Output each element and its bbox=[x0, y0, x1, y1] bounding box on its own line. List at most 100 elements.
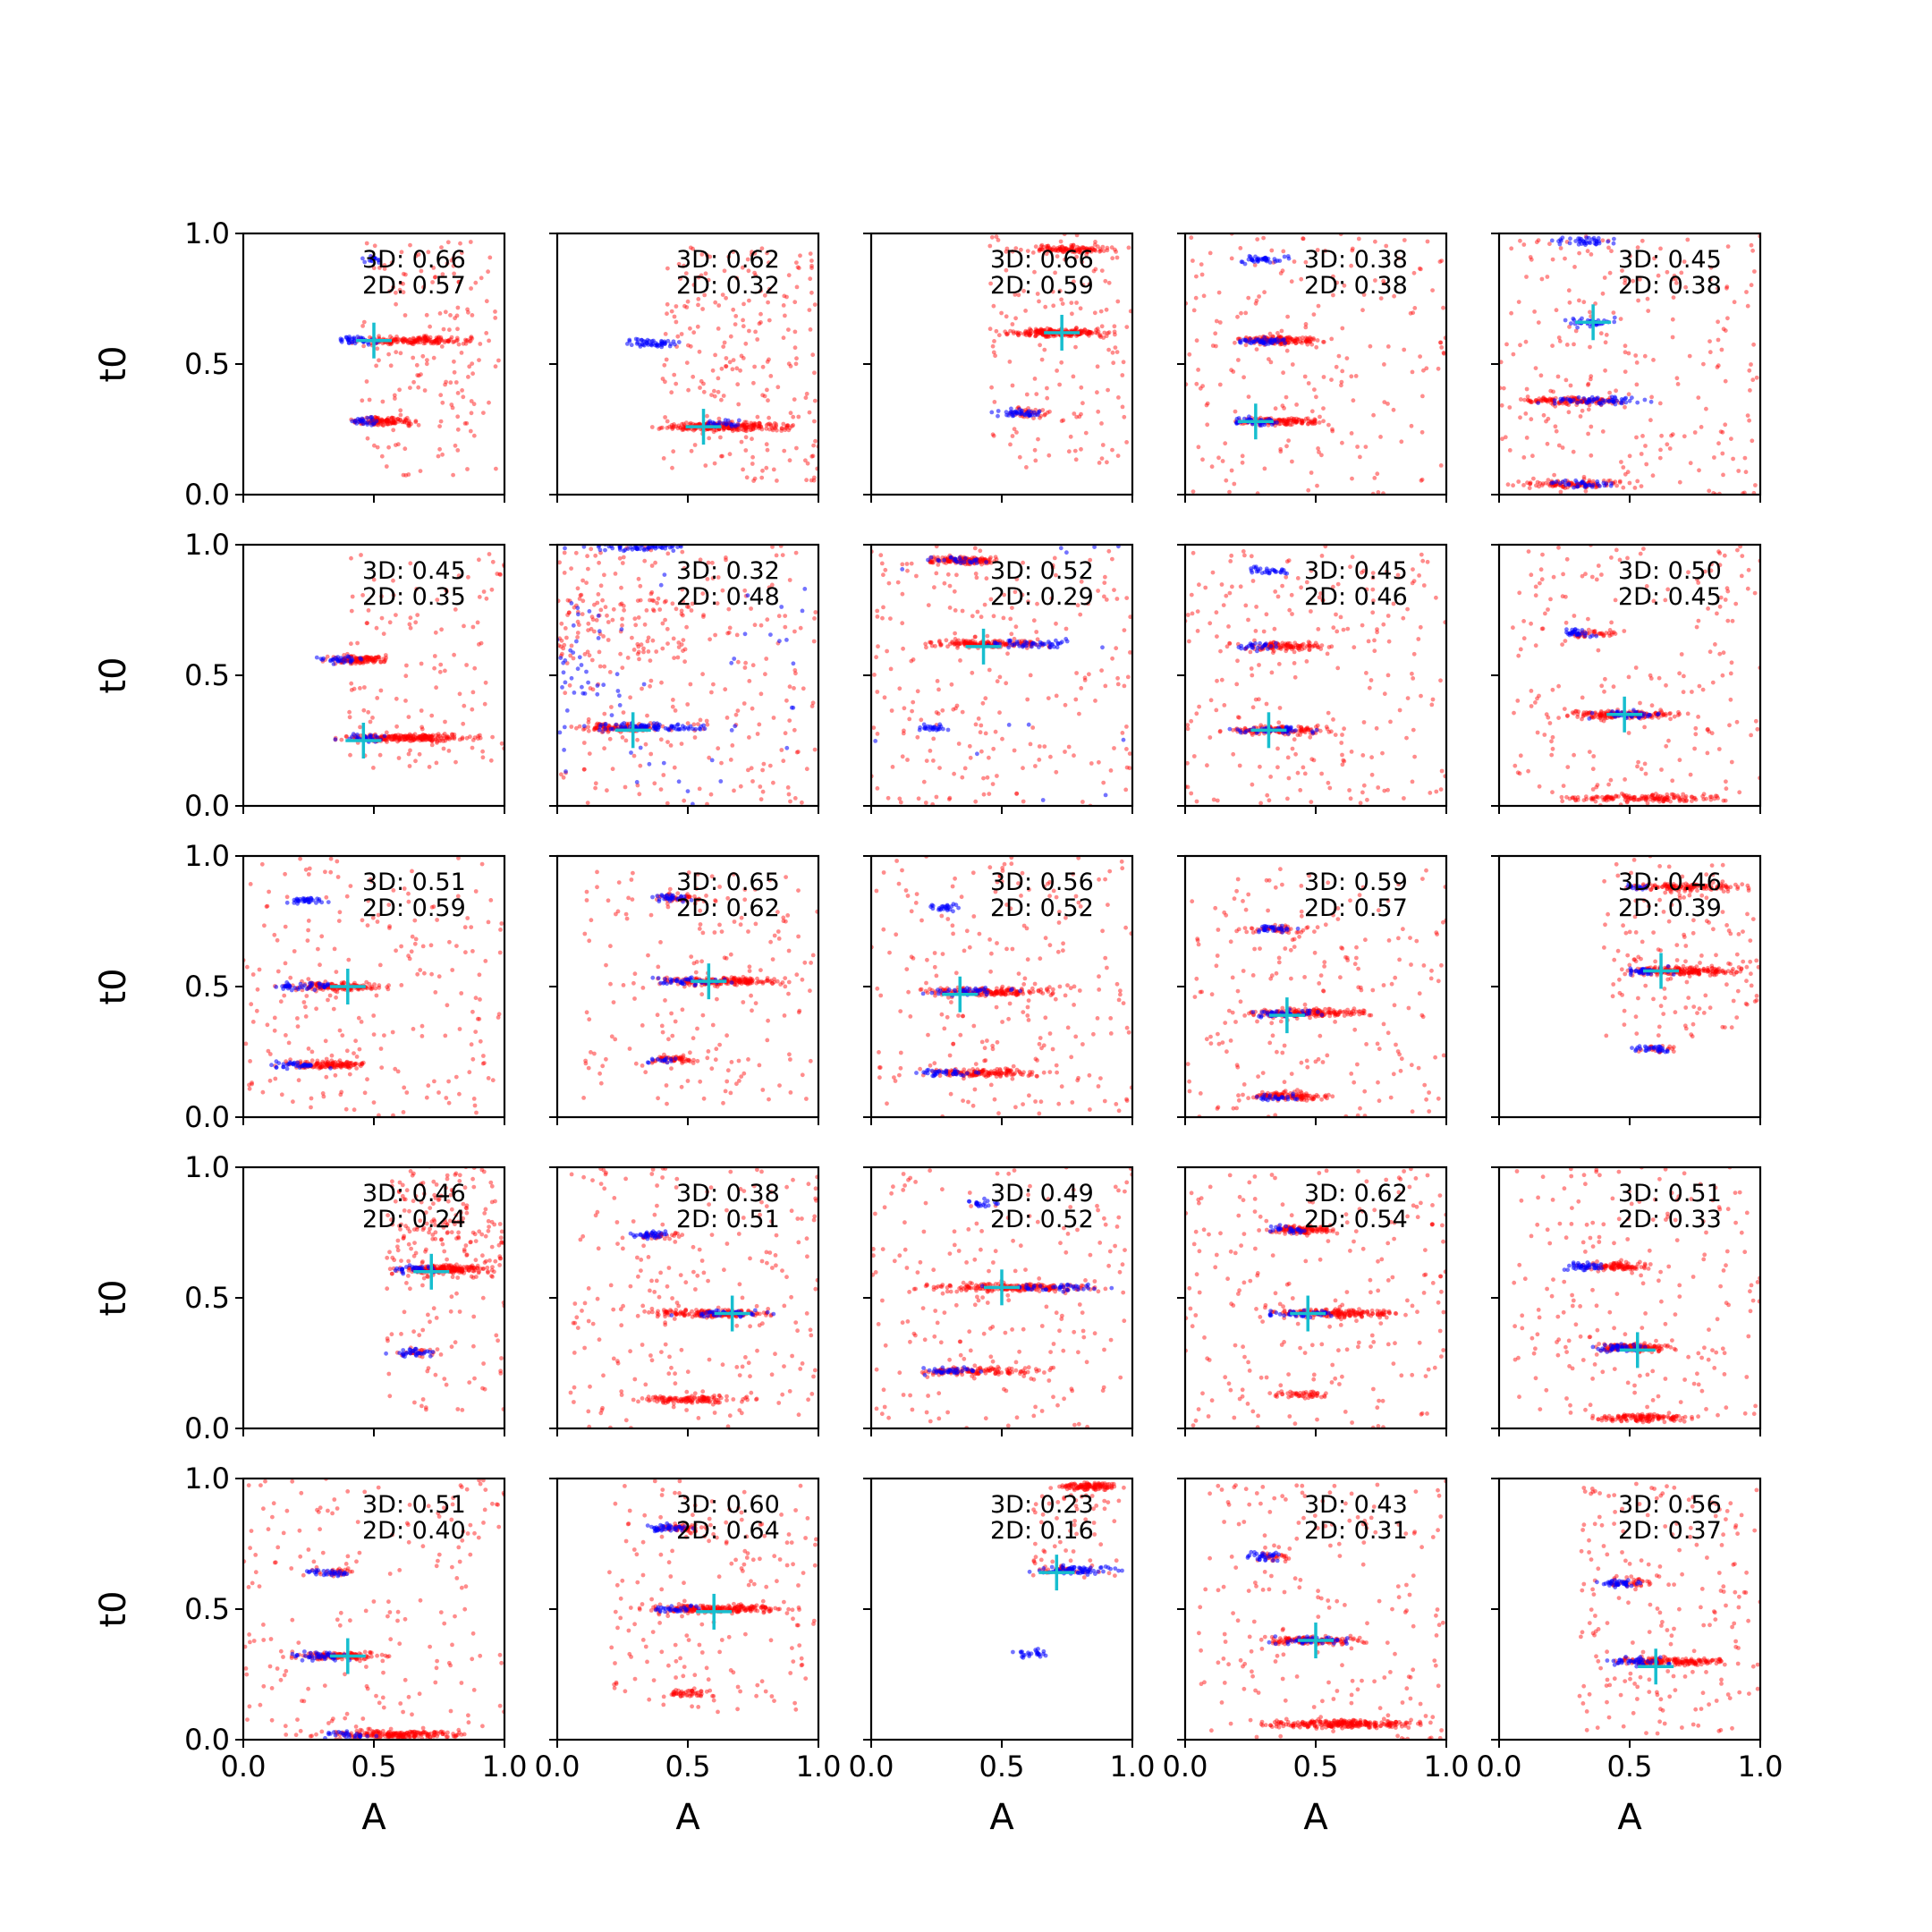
red-point bbox=[424, 737, 428, 742]
red-point bbox=[671, 698, 675, 702]
red-point bbox=[914, 573, 919, 579]
blue-point bbox=[936, 558, 942, 564]
red-point bbox=[724, 356, 729, 360]
red-point bbox=[929, 643, 935, 648]
red-point bbox=[1075, 249, 1080, 254]
red-point bbox=[393, 396, 397, 401]
red-point bbox=[408, 736, 413, 741]
red-point bbox=[1303, 322, 1309, 326]
red-point bbox=[1040, 247, 1046, 252]
red-point bbox=[665, 641, 670, 646]
red-point bbox=[1303, 339, 1309, 344]
red-point bbox=[484, 596, 489, 601]
red-point bbox=[573, 550, 579, 555]
red-point bbox=[1057, 246, 1063, 251]
red-point bbox=[1078, 612, 1083, 617]
red-point bbox=[1419, 693, 1423, 699]
red-point bbox=[749, 766, 754, 771]
red-point bbox=[767, 415, 771, 420]
red-point bbox=[1102, 330, 1107, 335]
blue-point bbox=[1035, 412, 1040, 418]
red-point bbox=[689, 448, 694, 453]
red-point bbox=[997, 674, 1003, 680]
red-point bbox=[767, 357, 771, 362]
red-point bbox=[460, 736, 465, 741]
red-point bbox=[413, 758, 418, 764]
red-point bbox=[743, 660, 748, 665]
red-point bbox=[1038, 247, 1043, 252]
red-point bbox=[740, 422, 745, 428]
red-point bbox=[671, 425, 675, 430]
red-point bbox=[600, 597, 605, 603]
red-point bbox=[1284, 574, 1289, 580]
red-point bbox=[1290, 340, 1295, 344]
red-point bbox=[598, 583, 604, 589]
red-point bbox=[606, 638, 611, 642]
red-point bbox=[1304, 580, 1309, 585]
red-point bbox=[1611, 310, 1616, 315]
red-point bbox=[1294, 419, 1300, 424]
red-point bbox=[749, 420, 754, 426]
red-point bbox=[1716, 337, 1721, 343]
red-point bbox=[1083, 430, 1089, 436]
red-point bbox=[1063, 246, 1068, 251]
blue-point bbox=[597, 724, 603, 729]
red-point bbox=[1047, 327, 1053, 332]
red-point bbox=[621, 710, 626, 715]
red-point bbox=[370, 716, 375, 720]
red-point bbox=[763, 672, 767, 677]
red-point bbox=[1543, 398, 1548, 402]
red-point bbox=[1262, 290, 1267, 295]
red-point bbox=[1063, 750, 1067, 754]
red-point bbox=[698, 717, 703, 723]
red-point bbox=[648, 678, 654, 683]
red-point bbox=[415, 335, 420, 341]
red-point bbox=[404, 735, 410, 741]
red-point bbox=[1030, 725, 1036, 730]
red-point bbox=[394, 417, 398, 422]
red-point bbox=[684, 360, 690, 365]
red-point bbox=[743, 435, 749, 440]
red-point bbox=[1233, 409, 1238, 414]
blue-point bbox=[974, 557, 979, 562]
red-point bbox=[995, 774, 999, 778]
red-point bbox=[353, 655, 359, 660]
red-point bbox=[382, 659, 386, 665]
red-point bbox=[986, 640, 991, 645]
red-point bbox=[1303, 416, 1309, 421]
red-point bbox=[753, 426, 758, 430]
red-point bbox=[435, 739, 440, 744]
red-point bbox=[812, 302, 818, 307]
red-point bbox=[663, 617, 667, 623]
red-point bbox=[1106, 330, 1112, 335]
red-point bbox=[784, 294, 789, 300]
red-point bbox=[792, 796, 798, 801]
red-point bbox=[383, 657, 388, 663]
red-point bbox=[1002, 640, 1006, 646]
red-point bbox=[738, 784, 743, 789]
red-point bbox=[1298, 339, 1303, 344]
red-point bbox=[960, 608, 965, 614]
red-point bbox=[461, 341, 466, 346]
red-point bbox=[622, 607, 626, 613]
red-point bbox=[1534, 240, 1539, 245]
red-point bbox=[1545, 275, 1550, 279]
red-point bbox=[1679, 270, 1684, 275]
red-point bbox=[1095, 326, 1100, 331]
red-point bbox=[1047, 246, 1052, 250]
red-point bbox=[489, 587, 495, 592]
red-point bbox=[728, 334, 733, 339]
red-point bbox=[633, 623, 639, 628]
red-point bbox=[947, 583, 953, 589]
red-point bbox=[366, 659, 371, 664]
red-point bbox=[381, 423, 386, 428]
red-point bbox=[1086, 601, 1090, 606]
blue-point bbox=[1256, 337, 1261, 342]
red-point bbox=[761, 761, 767, 767]
red-point bbox=[1001, 615, 1006, 621]
red-point bbox=[921, 779, 927, 784]
red-point bbox=[437, 669, 443, 674]
red-point bbox=[738, 368, 742, 373]
red-point bbox=[497, 572, 503, 577]
red-point bbox=[991, 350, 996, 355]
